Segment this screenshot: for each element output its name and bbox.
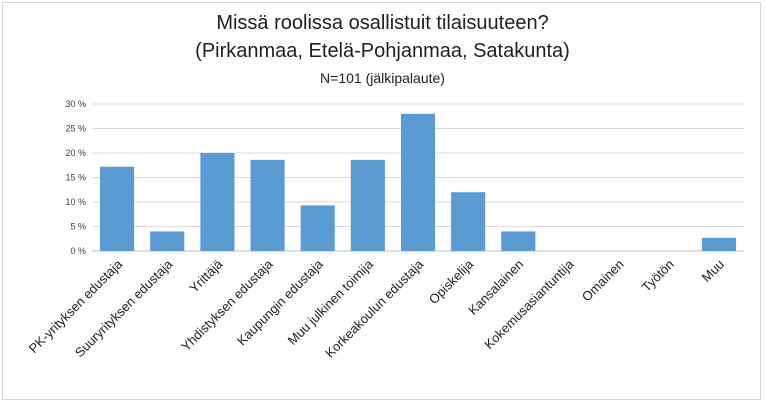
x-tick-label: Kaupungin edustaja	[234, 256, 326, 348]
x-tick-label: PK-yrityksen edustaja	[26, 256, 126, 356]
bar	[451, 192, 486, 251]
bar	[300, 205, 335, 251]
x-tick-label: Muu	[699, 257, 727, 285]
bar	[100, 166, 135, 251]
x-tick-label: Yhdistyksen edustaja	[178, 256, 276, 354]
bar	[701, 237, 736, 251]
bar	[400, 113, 436, 251]
bar	[350, 159, 385, 251]
bar	[200, 153, 235, 251]
x-tick-label: Kokemusasiantuntija	[481, 256, 577, 352]
y-tick-label: 0 %	[70, 246, 86, 256]
x-tick-label: Yrittäjä	[186, 256, 226, 296]
y-tick-label: 10 %	[65, 197, 86, 207]
x-tick-label: Muu julkinen toimija	[285, 256, 377, 348]
bar	[501, 231, 536, 251]
y-tick-label: 30 %	[65, 99, 86, 109]
bar	[250, 159, 285, 251]
y-tick-label: 15 %	[65, 173, 86, 183]
chart-subtitle: (Pirkanmaa, Etelä-Pohjanmaa, Satakunta)	[195, 40, 570, 62]
bar	[150, 231, 185, 251]
chart-title: Missä roolissa osallistuit tilaisuuteen?	[216, 12, 549, 34]
x-tick-label: Työtön	[639, 257, 677, 295]
x-tick-label: Korkeakoulun edustaja	[322, 256, 427, 361]
y-tick-label: 5 %	[70, 222, 86, 232]
x-tick-label: Suuryrityksen edustaja	[72, 256, 176, 360]
y-tick-label: 20 %	[65, 148, 86, 158]
y-tick-label: 25 %	[65, 124, 86, 134]
x-tick-label: Opiskelija	[426, 256, 477, 307]
chart-note: N=101 (jälkipalaute)	[320, 70, 445, 86]
x-tick-label: Omainen	[579, 257, 627, 305]
